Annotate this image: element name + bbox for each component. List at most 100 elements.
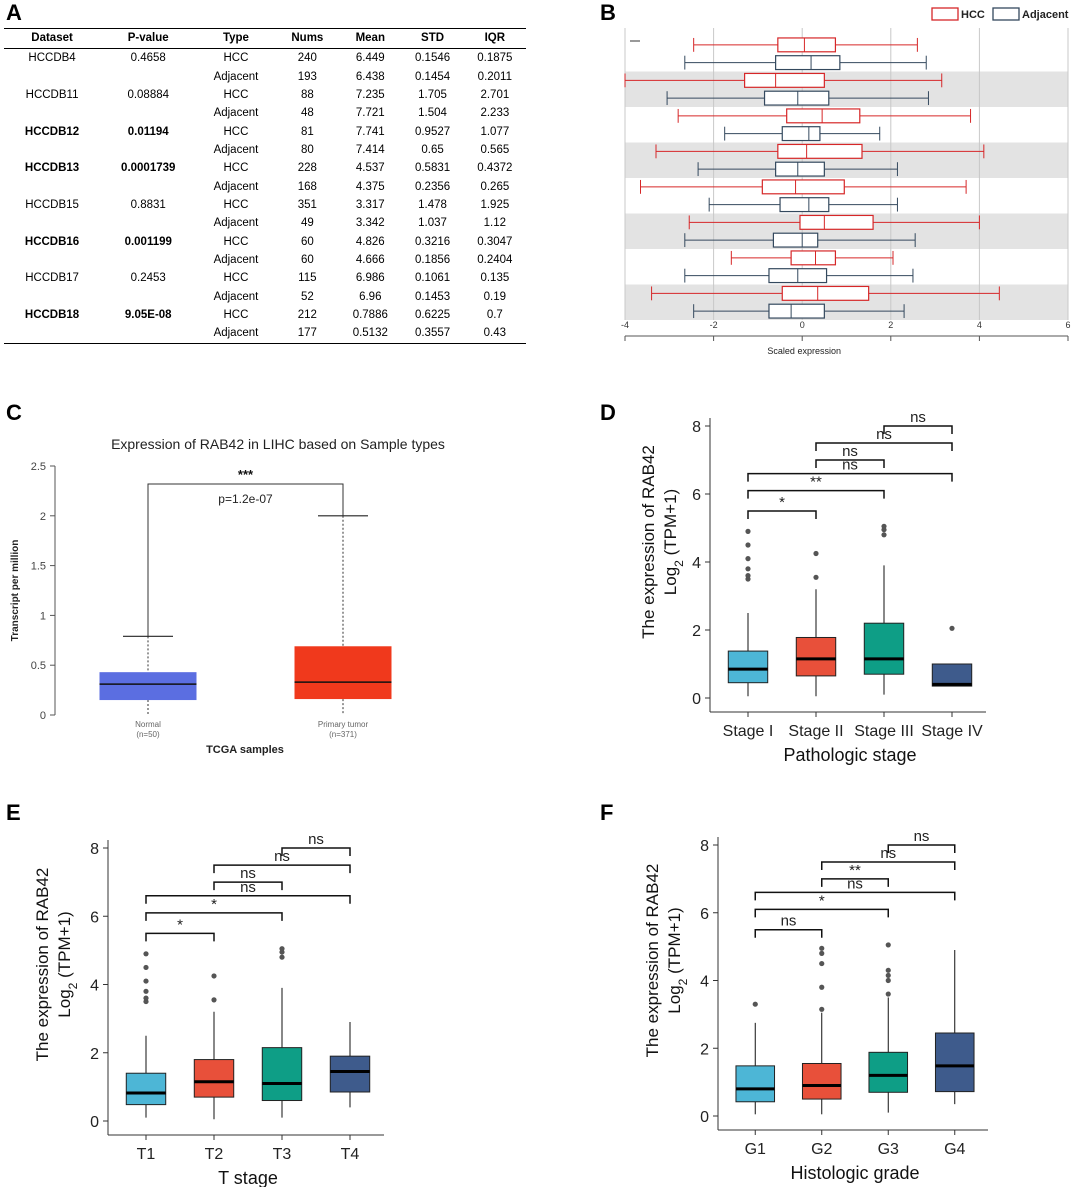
box: [781, 126, 821, 142]
x-axis-label: T stage: [218, 1168, 278, 1187]
table-cell: 0.001199: [124, 235, 172, 248]
table-cell: 2.233: [480, 107, 510, 120]
outlier-point: [211, 997, 217, 1003]
y-tick-label: 0.5: [31, 660, 46, 672]
table-cell: [4, 104, 100, 122]
table-cell: 351: [297, 198, 317, 211]
outlier-point: [143, 951, 149, 957]
table-row: HCCDB18 9.05E-08 HCC 212 0.7886 0.6225 0.7: [4, 306, 526, 324]
significance-bracket: [213, 881, 283, 891]
chart-title: Expression of RAB42 in LIHC based on Sam…: [111, 436, 445, 452]
legend-label-hcc: HCC: [961, 9, 985, 21]
table-row: HCCDB11 0.08884 HCC 88 7.235 1.705 2.701: [4, 86, 526, 104]
table-cell: 240: [297, 52, 317, 65]
box: [777, 143, 863, 159]
table-cell: 48: [300, 107, 314, 120]
table-cell: HCCDB11: [25, 88, 79, 101]
table-cell: 0.3557: [401, 324, 464, 344]
significance-label: *: [779, 494, 785, 511]
table-cell: 0.1454: [414, 70, 451, 83]
outlier-point: [819, 950, 825, 956]
table-cell: 7.235: [355, 88, 385, 101]
table-cell: 177: [275, 324, 340, 344]
table-cell: HCCDB16: [24, 235, 80, 248]
table-cell: [4, 324, 101, 344]
x-tick-label: Primary tumor: [318, 720, 369, 729]
outlier-point: [752, 1001, 758, 1007]
x-tick-label: Normal: [135, 720, 161, 729]
box: [868, 1051, 909, 1093]
table-row: HCCDB12 0.01194 HCC 81 7.741 0.9527 1.077: [4, 122, 526, 140]
table-cell: HCCDB15: [25, 198, 79, 211]
box: [768, 303, 825, 319]
table-cell: 0.2356: [414, 180, 451, 193]
outlier-point: [143, 964, 149, 971]
table-cell: 1.504: [418, 107, 447, 120]
table-cell: 7.721: [355, 107, 385, 120]
significance-bracket: [754, 891, 956, 901]
table-cell: 0.2453: [130, 272, 166, 285]
table-cell: 80: [300, 143, 314, 156]
panel-label-a: A: [6, 0, 22, 25]
significance-label: ns: [842, 443, 858, 460]
box: [763, 90, 830, 106]
table-row: HCCDB17 0.2453 HCC 115 6.986 0.1061 0.135: [4, 269, 526, 287]
y-tick-label: 6: [700, 906, 709, 923]
significance-stars: ***: [238, 467, 254, 482]
table-cell: HCC: [223, 198, 249, 211]
table-row: Adjacent 177 0.5132 0.3557 0.43: [4, 324, 526, 344]
x-tick-label: G1: [745, 1141, 766, 1158]
box: [99, 672, 197, 701]
box: [744, 72, 825, 88]
significance-label: ns: [914, 828, 930, 845]
y-axis-label: Transcript per million: [10, 540, 21, 642]
table-cell: HCCDB17: [25, 272, 79, 285]
table-cell: [100, 177, 196, 195]
significance-label: *: [819, 892, 825, 909]
significance-bracket: [747, 472, 953, 482]
significance-label: ns: [910, 409, 926, 426]
significance-bracket: [754, 928, 823, 938]
y-axis-label-log: Log2 (TPM+1): [661, 489, 686, 595]
y-tick-label: 4: [700, 974, 709, 991]
significance-label: ns: [847, 875, 863, 892]
table-cell: 1.925: [480, 198, 510, 211]
x-tick-label: Stage III: [854, 723, 914, 740]
table-cell: Adjacent: [213, 70, 259, 83]
box: [795, 636, 837, 677]
significance-label: ns: [308, 831, 324, 848]
significance-label: **: [849, 862, 861, 879]
table-row: Adjacent 60 4.666 0.1856 0.2404: [4, 251, 526, 269]
significance-bracket: [747, 510, 817, 519]
table-cell: 0.43: [463, 324, 526, 344]
y-axis-label: The expression of RAB42: [643, 864, 662, 1058]
box: [863, 622, 905, 675]
box: [781, 285, 870, 301]
table-row: Adjacent 168 4.375 0.2356 0.265: [4, 177, 526, 195]
table-cell: HCCDB18: [24, 308, 80, 321]
table-cell: 1.077: [480, 125, 510, 138]
significance-bracket: [747, 489, 885, 499]
table-row: HCCDB15 0.8831 HCC 351 3.317 1.478 1.925: [4, 196, 526, 214]
outlier-point: [885, 977, 891, 984]
x-tick-n: (n=50): [136, 730, 160, 739]
table-cell: 7.741: [355, 125, 385, 138]
table-row: Adjacent 48 7.721 1.504 2.233: [4, 104, 526, 122]
significance-bracket: [887, 844, 956, 853]
outlier-point: [881, 532, 887, 538]
outlier-point: [949, 625, 955, 631]
table-cell: HCC: [223, 162, 249, 175]
panel-label-e: E: [6, 800, 21, 825]
table-cell: 6.449: [355, 52, 385, 65]
x-tick-label: 4: [977, 320, 982, 330]
table-cell: 228: [297, 162, 317, 175]
significance-bracket: [281, 847, 351, 856]
box: [261, 1047, 303, 1102]
table-cell: 0.5831: [414, 162, 451, 175]
y-tick-label: 8: [700, 838, 709, 855]
x-tick-label: T4: [341, 1146, 360, 1163]
table-cell: Adjacent: [213, 143, 259, 156]
y-tick-label: 4: [692, 555, 701, 572]
significance-label: *: [211, 896, 217, 913]
y-axis-label: The expression of RAB42: [33, 868, 52, 1062]
